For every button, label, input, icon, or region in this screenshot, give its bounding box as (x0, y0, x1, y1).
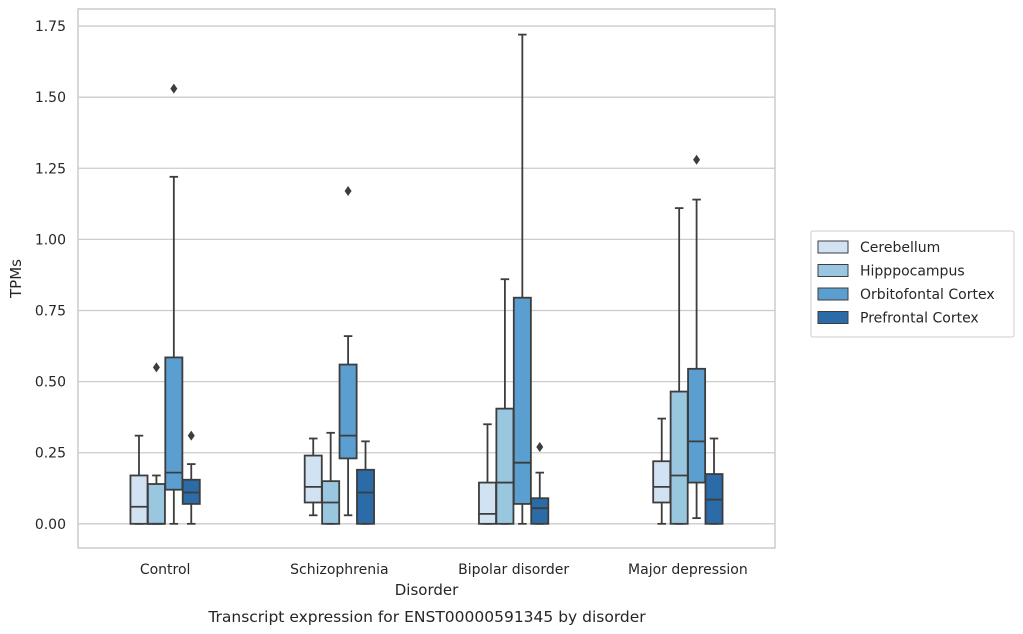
y-tick-label: 1.50 (35, 90, 66, 106)
grid-lines (78, 25, 775, 525)
box-hipppocampus (146, 362, 166, 525)
legend-item[interactable]: Prefrontal Cortex (817, 311, 979, 327)
x-tick-label: Bipolar disorder (458, 562, 569, 578)
box-orbitofontal-cortex (687, 154, 707, 520)
box-iqr (512, 296, 532, 505)
box-prefrontal-cortex (356, 440, 375, 525)
legend-swatch (817, 287, 849, 301)
x-axis-ticks: Control Schizophrenia Bipolar disorder Majo… (140, 562, 748, 578)
y-tick-label: 1.25 (35, 161, 66, 177)
outlier-point (693, 154, 701, 165)
legend-item[interactable]: Cerebellum (817, 240, 940, 256)
box-hipppocampus (669, 207, 689, 525)
box-cerebellum (652, 417, 672, 525)
legend-item[interactable]: Orbitofontal Cortex (817, 287, 995, 303)
x-tick-label: Schizophrenia (290, 562, 388, 578)
legend-label: Hipppocampus (860, 264, 965, 280)
y-tick-label: 0.75 (35, 303, 66, 319)
outlier-point (170, 83, 178, 94)
legend-label: Cerebellum (860, 240, 940, 256)
y-tick-label: 0.50 (35, 375, 66, 391)
x-tick-label: Major depression (628, 562, 748, 578)
box-iqr (356, 468, 375, 525)
box-prefrontal-cortex (181, 430, 201, 525)
outlier-point (344, 186, 352, 197)
legend[interactable]: Cerebellum Hipppocampus Orbitofontal Corte… (810, 230, 1015, 338)
box-hipppocampus (321, 431, 341, 525)
box-hipppocampus (495, 278, 515, 525)
plot-area-frame (77, 8, 776, 549)
y-tick-label: 0.25 (35, 446, 66, 462)
legend-swatch (817, 311, 849, 324)
legend-frame (810, 230, 1015, 338)
box-prefrontal-cortex (704, 437, 724, 525)
y-tick-label: 1.00 (35, 232, 66, 248)
box-iqr (495, 407, 515, 525)
box-prefrontal-cortex (530, 442, 550, 525)
legend-swatch (817, 264, 849, 277)
box-iqr (669, 390, 689, 525)
y-axis-ticks: 0.00 0.25 0.50 0.75 1.00 1.25 1.50 1.75 (35, 19, 66, 533)
box-iqr (530, 497, 550, 525)
legend-label: Orbitofontal Cortex (860, 287, 995, 303)
y-axis-label: TPMs (7, 259, 25, 299)
box-cerebellum (478, 423, 497, 525)
x-tick-label: Control (140, 562, 191, 578)
box-iqr (129, 474, 149, 525)
box-iqr (146, 483, 166, 525)
box-plots (129, 33, 724, 525)
box-orbitofontal-cortex (164, 83, 184, 525)
y-tick-label: 0.00 (35, 517, 66, 533)
y-tick-label: 1.75 (35, 19, 66, 35)
box-iqr (652, 460, 672, 504)
x-axis-label: Disorder (395, 581, 459, 599)
legend-swatch (817, 240, 849, 254)
chart-caption: Transcript expression for ENST0000059134… (207, 608, 646, 626)
legend-item[interactable]: Hipppocampus (817, 264, 965, 280)
box-iqr (164, 356, 184, 491)
box-iqr (338, 363, 358, 460)
box-iqr (478, 481, 497, 525)
box-cerebellum (303, 437, 323, 517)
legend-label: Prefrontal Cortex (860, 311, 979, 327)
outlier-point (187, 430, 195, 441)
box-cerebellum (129, 434, 149, 525)
outlier-point (152, 362, 160, 373)
box-iqr (687, 367, 707, 484)
box-orbitofontal-cortex (512, 33, 532, 525)
outlier-point (536, 442, 544, 453)
box-iqr (303, 454, 323, 504)
box-orbitofontal-cortex (338, 186, 358, 517)
